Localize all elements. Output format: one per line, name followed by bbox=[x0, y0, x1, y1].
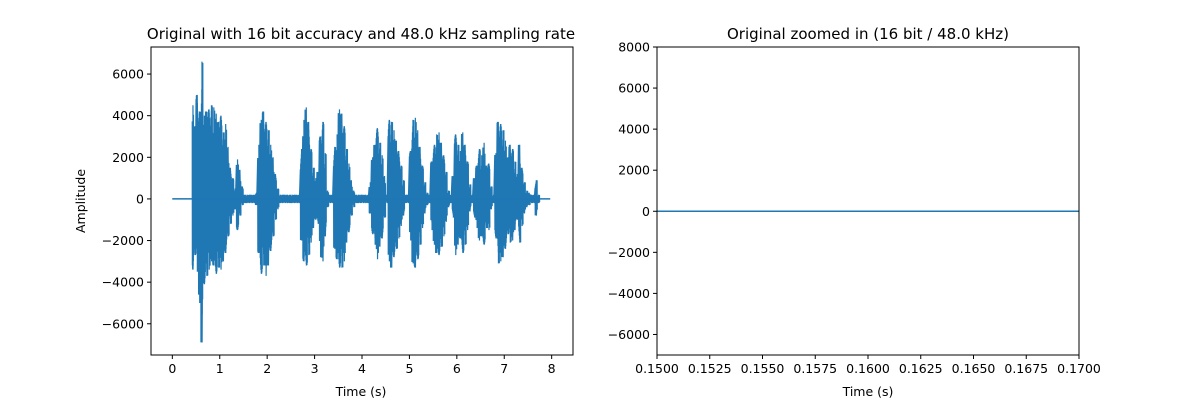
chart-left: Original with 16 bit accuracy and 48.0 k… bbox=[73, 25, 575, 399]
x-tick-label: 3 bbox=[311, 361, 319, 376]
x-tick-label: 8 bbox=[548, 361, 556, 376]
x-tick-label: 4 bbox=[358, 361, 366, 376]
chart-left-waveform bbox=[172, 61, 551, 343]
y-tick-label: −6000 bbox=[102, 316, 144, 331]
chart-left-y-label: Amplitude bbox=[73, 169, 88, 233]
y-tick-label: 4000 bbox=[618, 122, 650, 137]
y-tick-label: 0 bbox=[642, 204, 650, 219]
y-tick-label: −4000 bbox=[608, 286, 650, 301]
y-tick-label: 0 bbox=[136, 191, 144, 206]
x-tick-label: 0.1525 bbox=[688, 361, 732, 376]
y-tick-label: −2000 bbox=[608, 245, 650, 260]
y-tick-label: 4000 bbox=[112, 108, 144, 123]
x-tick-label: 0 bbox=[168, 361, 176, 376]
y-tick-label: 2000 bbox=[112, 150, 144, 165]
x-tick-label: 2 bbox=[263, 361, 271, 376]
y-tick-label: −4000 bbox=[102, 275, 144, 290]
y-tick-label: −2000 bbox=[102, 233, 144, 248]
y-tick-label: 6000 bbox=[112, 67, 144, 82]
chart-left-title: Original with 16 bit accuracy and 48.0 k… bbox=[147, 25, 575, 43]
x-tick-label: 7 bbox=[500, 361, 508, 376]
x-tick-label: 0.1500 bbox=[635, 361, 679, 376]
chart-left-y-ticks: −6000 −4000 −2000 0 2000 4000 6000 bbox=[102, 67, 151, 331]
x-tick-label: 0.1550 bbox=[741, 361, 785, 376]
chart-right: Original zoomed in (16 bit / 48.0 kHz) 0… bbox=[608, 25, 1101, 399]
x-tick-label: 0.1575 bbox=[793, 361, 837, 376]
y-tick-label: 8000 bbox=[618, 40, 650, 55]
x-tick-label: 0.1650 bbox=[952, 361, 996, 376]
x-tick-label: 0.1700 bbox=[1057, 361, 1101, 376]
chart-right-title: Original zoomed in (16 bit / 48.0 kHz) bbox=[727, 25, 1009, 43]
y-tick-label: −6000 bbox=[608, 327, 650, 342]
waveform-line bbox=[172, 61, 541, 343]
x-tick-label: 0.1625 bbox=[899, 361, 943, 376]
chart-right-x-ticks: 0.1500 0.1525 0.1550 0.1575 0.1600 0.1625 0.16… bbox=[635, 355, 1101, 376]
chart-left-x-ticks: 0 1 2 3 4 5 6 7 8 bbox=[168, 355, 556, 376]
x-tick-label: 0.1600 bbox=[846, 361, 890, 376]
y-tick-label: 2000 bbox=[618, 163, 650, 178]
chart-right-frame bbox=[656, 46, 1080, 356]
x-tick-label: 6 bbox=[453, 361, 461, 376]
chart-left-x-label: Time (s) bbox=[335, 384, 387, 399]
chart-right-y-ticks: −6000 −4000 −2000 0 2000 4000 6000 8000 bbox=[608, 40, 657, 342]
x-tick-label: 1 bbox=[216, 361, 224, 376]
chart-right-x-label: Time (s) bbox=[842, 384, 894, 399]
x-tick-label: 5 bbox=[405, 361, 413, 376]
y-tick-label: 6000 bbox=[618, 81, 650, 96]
x-tick-label: 0.1675 bbox=[1004, 361, 1048, 376]
